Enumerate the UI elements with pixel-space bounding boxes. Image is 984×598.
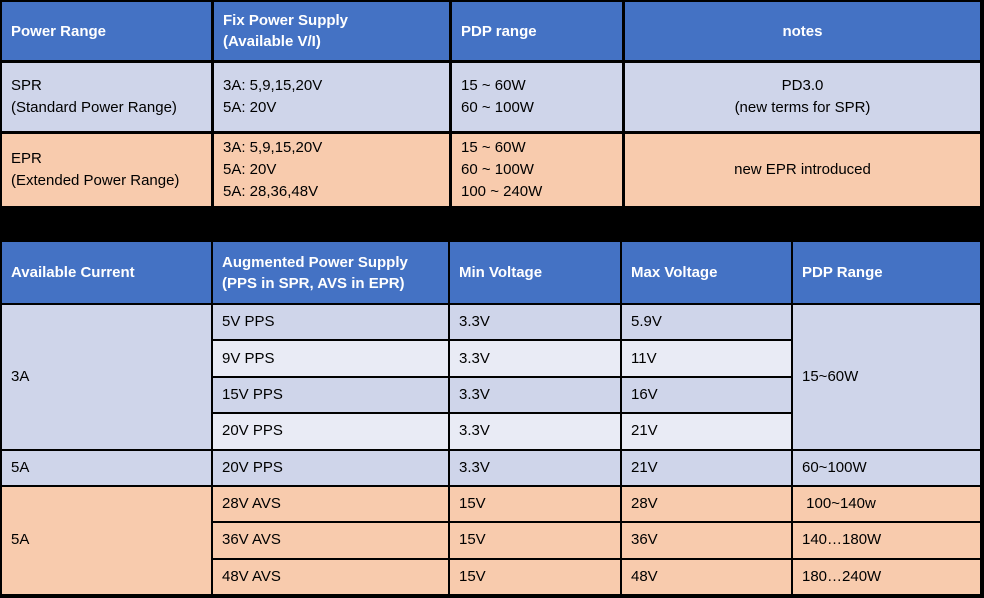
cell-9v-pps-supply: 9V PPS	[213, 341, 448, 376]
header-min-voltage: Min Voltage	[450, 242, 620, 303]
cell-48v-avs-max: 48V	[622, 559, 791, 594]
cell-15v-pps-supply: 15V PPS	[213, 377, 448, 413]
cell-5v-pps-supply: 5V PPS	[213, 305, 448, 340]
cell-5v-pps-max: 5.9V	[622, 305, 791, 340]
cell-current-5a-avs: 5A	[2, 486, 211, 594]
cell-20v-pps-5a-max: 21V	[622, 450, 791, 485]
header-power-range: Power Range	[2, 2, 211, 60]
cell-epr-pdp-range: 15 ~ 60W 60 ~ 100W 100 ~ 240W	[452, 134, 622, 206]
cell-epr-power-range: EPR (Extended Power Range)	[2, 134, 211, 206]
header-fix-power-supply: Fix Power Supply (Available V/I)	[214, 2, 449, 60]
header-notes: notes	[625, 2, 980, 60]
cell-spr-fix-power-supply: 3A: 5,9,15,20V 5A: 20V	[214, 63, 449, 131]
header-max-voltage: Max Voltage	[622, 242, 791, 303]
cell-28v-avs-max: 28V	[622, 486, 791, 522]
cell-9v-pps-max: 11V	[622, 341, 791, 376]
cell-pdp-range-28v: 100~140w	[793, 486, 980, 522]
power-range-table: Power Range Fix Power Supply (Available …	[2, 2, 980, 206]
augmented-power-supply-table: Available Current Augmented Power Supply…	[2, 242, 980, 594]
cell-pdp-range-36v: 140…180W	[793, 523, 980, 558]
header-pdp-range: PDP range	[452, 2, 622, 60]
cell-epr-fix-power-supply: 3A: 5,9,15,20V 5A: 20V 5A: 28,36,48V	[214, 134, 449, 206]
cell-spr-pdp-range: 15 ~ 60W 60 ~ 100W	[452, 63, 622, 131]
header-augmented-power-supply: Augmented Power Supply (PPS in SPR, AVS …	[213, 242, 448, 303]
cell-36v-avs-min: 15V	[450, 523, 620, 558]
cell-20v-pps-3a-max: 21V	[622, 414, 791, 449]
cell-48v-avs-supply: 48V AVS	[213, 559, 448, 594]
cell-spr-notes: PD3.0 (new terms for SPR)	[625, 63, 980, 131]
cell-20v-pps-5a-supply: 20V PPS	[213, 450, 448, 485]
cell-36v-avs-supply: 36V AVS	[213, 523, 448, 558]
cell-pdp-range-3a: 15~60W	[793, 305, 980, 449]
cell-current-5a-pps: 5A	[2, 450, 211, 485]
cell-28v-avs-supply: 28V AVS	[213, 486, 448, 522]
cell-pdp-range-48v: 180…240W	[793, 559, 980, 594]
cell-9v-pps-min: 3.3V	[450, 341, 620, 376]
cell-36v-avs-max: 36V	[622, 523, 791, 558]
cell-28v-avs-min: 15V	[450, 486, 620, 522]
cell-5v-pps-min: 3.3V	[450, 305, 620, 340]
cell-20v-pps-3a-min: 3.3V	[450, 414, 620, 449]
cell-15v-pps-min: 3.3V	[450, 377, 620, 413]
header-available-current: Available Current	[2, 242, 211, 303]
cell-20v-pps-3a-supply: 20V PPS	[213, 414, 448, 449]
cell-spr-power-range: SPR (Standard Power Range)	[2, 63, 211, 131]
header-pdp-range-2: PDP Range	[793, 242, 980, 303]
cell-20v-pps-5a-min: 3.3V	[450, 450, 620, 485]
cell-epr-notes: new EPR introduced	[625, 134, 980, 206]
cell-15v-pps-max: 16V	[622, 377, 791, 413]
cell-pdp-range-5a-pps: 60~100W	[793, 450, 980, 485]
cell-48v-avs-min: 15V	[450, 559, 620, 594]
cell-current-3a: 3A	[2, 305, 211, 449]
